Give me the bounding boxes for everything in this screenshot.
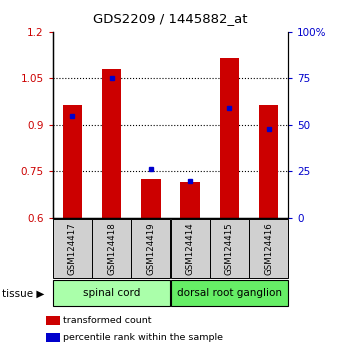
Bar (53, 280, 170, 306)
Text: GSM124417: GSM124417 (68, 222, 77, 275)
Bar (259, 105, 278, 218)
Text: transformed count: transformed count (63, 316, 152, 325)
Bar (170, 219, 210, 278)
Bar (220, 58, 239, 218)
Bar (53, 219, 92, 278)
Bar (170, 280, 288, 306)
Bar (210, 219, 249, 278)
Text: dorsal root ganglion: dorsal root ganglion (177, 288, 282, 298)
Bar (92, 219, 131, 278)
Text: spinal cord: spinal cord (83, 288, 140, 298)
Text: GSM124418: GSM124418 (107, 222, 116, 275)
Text: GSM124419: GSM124419 (146, 222, 155, 275)
Text: GSM124416: GSM124416 (264, 222, 273, 275)
Text: GSM124414: GSM124414 (186, 222, 195, 275)
Bar (102, 69, 121, 218)
Bar (249, 219, 288, 278)
Text: GDS2209 / 1445882_at: GDS2209 / 1445882_at (93, 12, 248, 25)
Text: GSM124415: GSM124415 (225, 222, 234, 275)
Bar (131, 219, 170, 278)
Bar (180, 182, 200, 218)
Bar (63, 105, 82, 218)
Text: tissue ▶: tissue ▶ (2, 289, 44, 299)
Bar (141, 179, 161, 218)
Text: percentile rank within the sample: percentile rank within the sample (63, 333, 223, 342)
